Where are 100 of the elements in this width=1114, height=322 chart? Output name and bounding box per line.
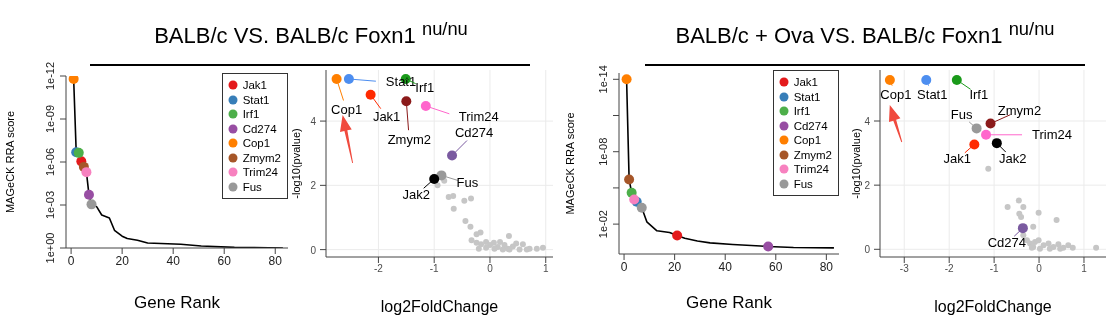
legend-label: Cd274 [793,118,828,133]
point [1035,209,1042,216]
legend-label: Irf1 [242,107,260,122]
y-tick-label: 4 [310,116,317,128]
point [1053,217,1060,224]
x-tick-label: 0 [620,259,628,274]
text: Trim24 [458,108,499,124]
text: Stat1 [385,74,417,89]
point [68,76,79,84]
legend-label: Jak1 [943,151,972,167]
y-axis-title: MAGeCK RRA score [4,110,16,214]
x-tick-label: 40 [718,259,733,274]
legend-label: Jak1 [372,108,401,124]
x-tick-label: 80 [819,259,834,274]
legend-label: Irf1 [969,86,989,102]
point [468,195,475,202]
point [468,237,475,244]
point [450,205,457,212]
legend-label: Cop1 [242,136,271,151]
point [420,100,431,111]
point [985,165,992,172]
series-label: Zmym2 [997,102,1042,118]
legend-label: Jak2 [999,151,1027,167]
y-axis-title: -log10(pvalue) [850,128,862,199]
point [1046,245,1053,252]
point [981,129,992,140]
point [467,223,474,230]
legend-label: Trim24 [793,162,830,177]
point [331,74,342,84]
y-tick-label: 0 [310,244,317,256]
point [533,245,540,252]
y-axis-title: -log10(pvalue) [290,128,302,199]
point [519,241,526,248]
x-axis-title: Gene Rank [686,293,773,312]
point [478,241,485,248]
x-tick-label: 20 [115,253,130,268]
point [447,150,458,161]
point [636,202,647,213]
x-tick-label: 60 [217,253,232,268]
point [83,189,94,200]
point [1015,197,1022,204]
x-tick-label: 0 [487,263,494,275]
legend-label: Zmym2 [242,150,281,165]
point [505,233,512,240]
point [621,74,632,85]
legend-label: Fus [242,179,262,194]
y-tick-label: 2 [864,180,871,192]
legend-label: Zmym2 [387,132,431,148]
point [1036,245,1043,252]
point [672,230,683,241]
legend-label: Stat1 [793,89,821,104]
point [483,238,490,245]
point [499,246,506,253]
chart-title: BALB/c VS. BALB/c Foxn1 $^{nu/nu}$ [153,18,469,50]
point [86,199,97,210]
point [1004,203,1011,210]
chart-title: BALB/c + Ova VS. BALB/c Foxn1 $^{nu/nu}$ [674,18,1056,50]
y-tick-label: 4 [864,116,871,127]
x-tick-label: 0 [67,253,75,268]
point [1055,241,1062,248]
point [513,240,520,247]
x-tick-label: 1 [1081,263,1088,275]
x-tick-label: -2 [944,263,955,275]
y-tick-label: 1e-12 [44,61,56,91]
y-tick-label: 1e-03 [44,190,56,220]
legend-label: Stat1 [917,86,948,102]
point [951,74,962,85]
x-tick-label: 80 [268,253,283,268]
point [434,182,441,189]
series-label: Fus [950,107,973,123]
legend-label: Cop1 [331,102,363,117]
point [461,197,468,204]
x-tick-label: 0 [1036,263,1043,275]
point [490,239,497,246]
point [450,192,457,199]
legend-label: Cd274 [987,235,1027,251]
legend-label: Fus [793,176,813,191]
legend-label: Irf1 [415,80,435,95]
point [624,174,635,185]
legend-label: Irf1 [793,104,811,119]
point [429,173,440,184]
point [462,218,469,225]
point [991,138,1002,149]
point [365,89,376,100]
y-axis-title: MAGeCK RRA score [564,112,576,215]
x-tick-label: -3 [899,263,910,275]
legend-label: Cd274 [242,121,277,136]
series-label: Cd274 [454,125,494,141]
legend-label: Trim24 [242,165,279,180]
text: Trim24 [1032,126,1072,142]
point [763,241,774,252]
point [81,167,92,178]
y-tick-label: 1e-14 [597,65,609,94]
x-tick-label: -2 [373,263,384,275]
point [1069,244,1076,251]
point [497,238,504,245]
y-tick-label: 2 [310,180,317,192]
point [1020,203,1027,210]
legend-label: Cop1 [793,133,822,148]
y-tick-label: 1e+00 [44,232,56,264]
